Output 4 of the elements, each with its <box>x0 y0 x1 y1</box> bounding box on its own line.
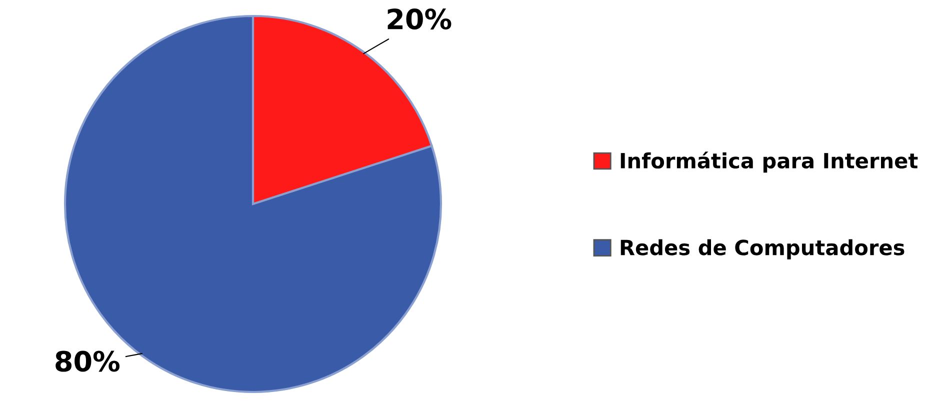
legend-label: Redes de Computadores <box>620 239 904 260</box>
data-label: 80% <box>56 350 120 372</box>
data-label: 20% <box>388 8 452 30</box>
legend-label: Informática para Internet <box>620 152 918 173</box>
